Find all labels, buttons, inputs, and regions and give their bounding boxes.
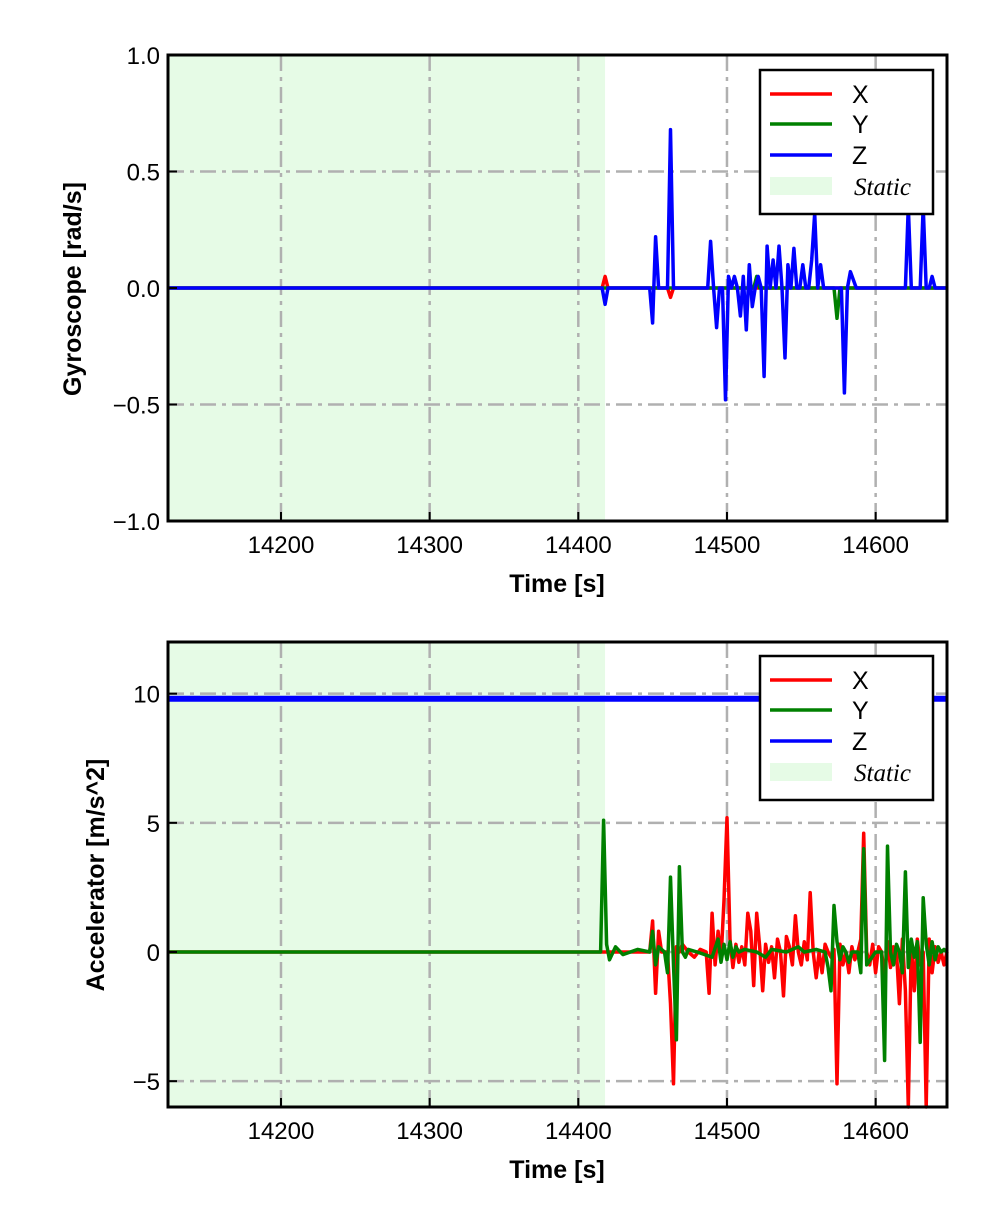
- x-tick-labels: 14200 14300 14400 14500 14600: [248, 532, 909, 559]
- y-tick-labels: −1.0 −0.5 0.0 0.5 1.0: [113, 43, 160, 536]
- legend-label-z: Z: [852, 728, 867, 756]
- y-tick-label: −5: [133, 1069, 160, 1096]
- tick-marks: [168, 54, 877, 522]
- legend-label-y: Y: [852, 697, 869, 725]
- x-tick-label: 14300: [396, 532, 463, 559]
- x-axis-label: Time [s]: [509, 1156, 604, 1184]
- x-tick-label: 14600: [842, 532, 909, 559]
- legend-label-z: Z: [852, 142, 867, 170]
- series-lines: [168, 127, 947, 402]
- series-line-y: [168, 818, 949, 1063]
- legend-label-static: Static: [854, 760, 911, 787]
- static-region: [168, 642, 606, 1107]
- legend: X Y Z Static: [758, 68, 935, 216]
- x-tick-label: 14400: [545, 1118, 612, 1145]
- x-tick-label: 14500: [694, 532, 761, 559]
- y-axis-label: Accelerator [m/s^2]: [82, 759, 110, 992]
- series-line-x: [168, 815, 949, 1109]
- legend-label-y: Y: [852, 111, 869, 139]
- y-tick-label: 0: [147, 940, 160, 967]
- legend-label-x: X: [852, 81, 869, 109]
- gyroscope-panel: 14200 14300 14400 14500 14600 −1.0 −0.5 …: [59, 43, 949, 598]
- legend: X Y Z Static: [758, 654, 935, 802]
- y-tick-label: −0.5: [113, 393, 160, 420]
- y-tick-labels: −5 0 5 10: [133, 682, 160, 1096]
- legend-label-x: X: [852, 667, 869, 695]
- y-tick-label: −1.0: [113, 509, 160, 536]
- legend-swatch-static: [770, 177, 832, 195]
- x-tick-labels: 14200 14300 14400 14500 14600: [248, 1118, 909, 1145]
- y-tick-label: 1.0: [127, 43, 160, 70]
- x-tick-label: 14500: [694, 1118, 761, 1145]
- legend-swatch-static: [770, 763, 832, 781]
- x-tick-label: 14400: [545, 532, 612, 559]
- plot-frame: [166, 640, 949, 1109]
- y-axis-label: Gyroscope [rad/s]: [59, 182, 87, 396]
- x-tick-label: 14200: [248, 532, 315, 559]
- y-tick-label: 0.5: [127, 160, 160, 187]
- series-line-z: [168, 127, 947, 402]
- x-axis-label: Time [s]: [509, 570, 604, 598]
- accelerator-panel: 14200 14300 14400 14500 14600 −5 0 5 10 …: [82, 640, 949, 1184]
- x-tick-label: 14600: [842, 1118, 909, 1145]
- legend-label-static: Static: [854, 174, 911, 201]
- x-tick-label: 14300: [396, 1118, 463, 1145]
- y-tick-label: 10: [133, 682, 160, 709]
- tick-marks: [168, 692, 877, 1107]
- x-tick-label: 14200: [248, 1118, 315, 1145]
- y-tick-label: 0.0: [127, 276, 160, 303]
- y-tick-label: 5: [147, 811, 160, 838]
